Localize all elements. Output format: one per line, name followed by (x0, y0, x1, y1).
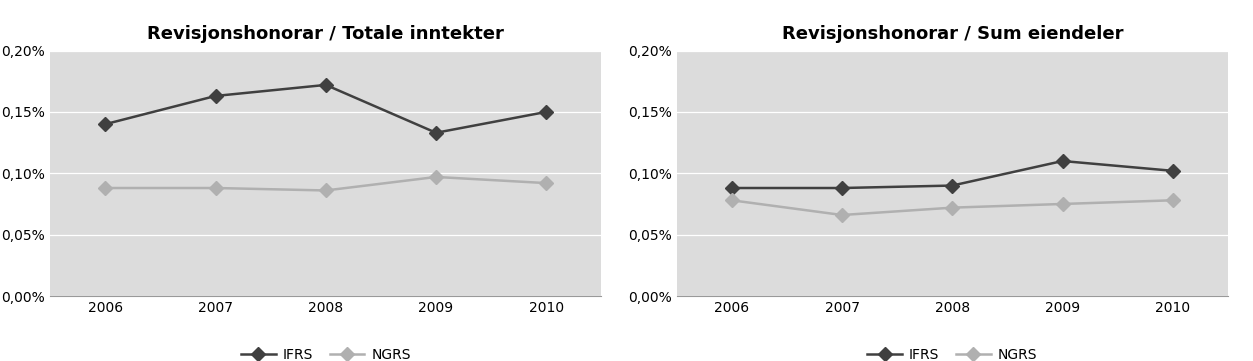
Line: IFRS: IFRS (727, 156, 1178, 193)
NGRS (208, 186, 223, 190)
NGRS (98, 186, 113, 190)
Legend: IFRS, NGRS: IFRS, NGRS (862, 342, 1042, 361)
NGRS (945, 205, 960, 210)
IFRS (1165, 169, 1180, 173)
NGRS (429, 175, 444, 179)
NGRS (318, 188, 333, 193)
IFRS (429, 131, 444, 135)
Legend: IFRS, NGRS: IFRS, NGRS (236, 342, 416, 361)
IFRS (208, 94, 223, 98)
Line: NGRS: NGRS (727, 195, 1178, 220)
Title: Revisjonshonorar / Sum eiendeler: Revisjonshonorar / Sum eiendeler (782, 25, 1123, 43)
Title: Revisjonshonorar / Totale inntekter: Revisjonshonorar / Totale inntekter (148, 25, 504, 43)
NGRS (724, 198, 739, 203)
NGRS (834, 213, 850, 217)
NGRS (539, 181, 554, 185)
IFRS (834, 186, 850, 190)
NGRS (1055, 202, 1070, 206)
IFRS (724, 186, 739, 190)
IFRS (1055, 159, 1070, 163)
IFRS (539, 110, 554, 114)
IFRS (98, 122, 113, 126)
IFRS (318, 83, 333, 87)
Line: NGRS: NGRS (100, 172, 551, 195)
NGRS (1165, 198, 1180, 203)
IFRS (945, 183, 960, 188)
Line: IFRS: IFRS (100, 80, 551, 138)
